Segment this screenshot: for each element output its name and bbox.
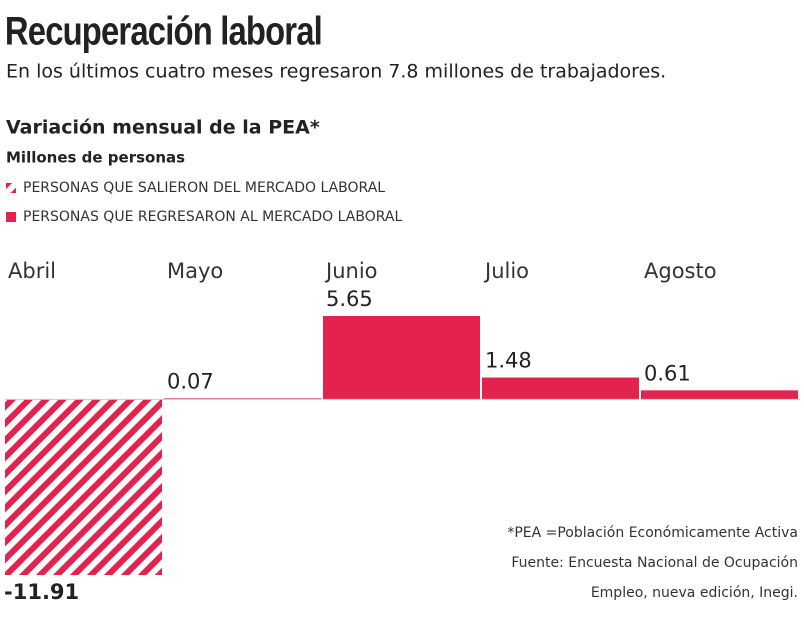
legend-label: PERSONAS QUE SALIERON DEL MERCADO LABORA… xyxy=(23,180,385,196)
bar xyxy=(641,390,798,400)
bar xyxy=(323,316,480,400)
chart-subtitle: Millones de personas xyxy=(6,149,185,167)
bar xyxy=(164,398,321,400)
x-tick-label: Julio xyxy=(483,259,529,283)
bar xyxy=(5,399,162,575)
bar xyxy=(482,377,639,400)
chart-title: Variación mensual de la PEA* xyxy=(6,117,320,139)
legend-swatch xyxy=(6,212,16,222)
x-tick-label: Mayo xyxy=(167,259,223,283)
note: Empleo, nueva edición, Inegi. xyxy=(591,585,798,601)
note: Fuente: Encuesta Nacional de Ocupación xyxy=(511,555,798,571)
value-label: 1.48 xyxy=(485,349,532,373)
x-tick-label: Agosto xyxy=(644,259,717,283)
x-tick-label: Abril xyxy=(8,259,56,283)
value-label: -11.91 xyxy=(4,580,79,604)
x-tick-label: Junio xyxy=(324,259,378,283)
value-label: 5.65 xyxy=(326,287,373,311)
page-title: Recuperación laboral xyxy=(5,8,322,53)
page-subtitle: En los últimos cuatro meses regresaron 7… xyxy=(6,61,666,83)
value-label: 0.07 xyxy=(167,369,214,393)
legend-label: PERSONAS QUE REGRESARON AL MERCADO LABOR… xyxy=(23,209,402,225)
value-label: 0.61 xyxy=(644,361,691,385)
legend-swatch xyxy=(6,183,16,193)
note: *PEA =Población Económicamente Activa xyxy=(507,525,798,541)
